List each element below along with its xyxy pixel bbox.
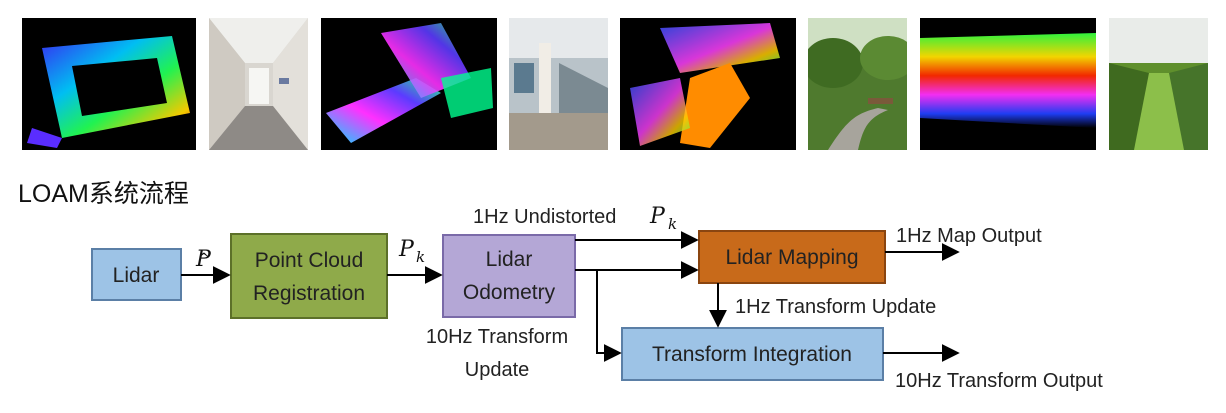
label-p-hat: ^ P xyxy=(195,247,212,272)
campus-pointcloud-thumbnail xyxy=(620,18,796,150)
transform-output-label: 10Hz Transform Output xyxy=(895,370,1103,392)
atrium-photo-thumbnail xyxy=(509,18,608,150)
transform-update-10hz-label-line1: 10Hz Transform xyxy=(426,326,568,348)
odometry-node-label-line2: Odometry xyxy=(463,281,556,304)
lidar-odometry-node: Lidar Odometry xyxy=(442,234,576,318)
orchard-pointcloud-thumbnail xyxy=(920,18,1096,150)
p-hat-accent: ^ xyxy=(198,251,210,267)
p-hat-symbol: P xyxy=(195,247,212,272)
hallway-photo-thumbnail xyxy=(209,18,308,150)
registration-node-label-line1: Point Cloud xyxy=(255,249,364,272)
integration-node-label: Transform Integration xyxy=(652,343,852,366)
registration-node-label-line2: Registration xyxy=(253,282,365,305)
p-k-subscript: k xyxy=(416,248,425,266)
label-undistorted-p-k: 1Hz Undistorted P k xyxy=(473,204,677,233)
undistorted-p-symbol: P xyxy=(649,204,666,229)
orchard-row-photo-thumbnail xyxy=(1109,18,1208,150)
edge-odometry-to-integration xyxy=(596,270,622,362)
transform-update-1hz-label: 1Hz Transform Update xyxy=(735,296,936,318)
building-pointcloud-thumbnail xyxy=(321,18,497,150)
mapping-node-label: Lidar Mapping xyxy=(725,246,858,269)
lidar-mapping-node: Lidar Mapping xyxy=(698,230,886,284)
lidar-node-label: Lidar xyxy=(113,264,160,287)
map-output-label: 1Hz Map Output xyxy=(896,225,1042,247)
lidar-node: Lidar xyxy=(91,248,182,301)
odometry-node-label-line1: Lidar xyxy=(486,248,533,271)
undistorted-label-text: 1Hz Undistorted xyxy=(473,206,616,228)
indoor-pointcloud-thumbnail xyxy=(22,18,196,150)
undistorted-p-subscript: k xyxy=(668,215,677,233)
transform-integration-node: Transform Integration xyxy=(621,327,884,381)
transform-update-10hz-label-line2: Update xyxy=(465,359,530,381)
label-p-k: P k xyxy=(398,237,425,266)
point-cloud-registration-node: Point Cloud Registration xyxy=(230,233,388,319)
p-k-symbol: P xyxy=(398,237,415,262)
section-title: LOAM系统流程 xyxy=(18,180,189,208)
park-path-photo-thumbnail xyxy=(808,18,907,150)
